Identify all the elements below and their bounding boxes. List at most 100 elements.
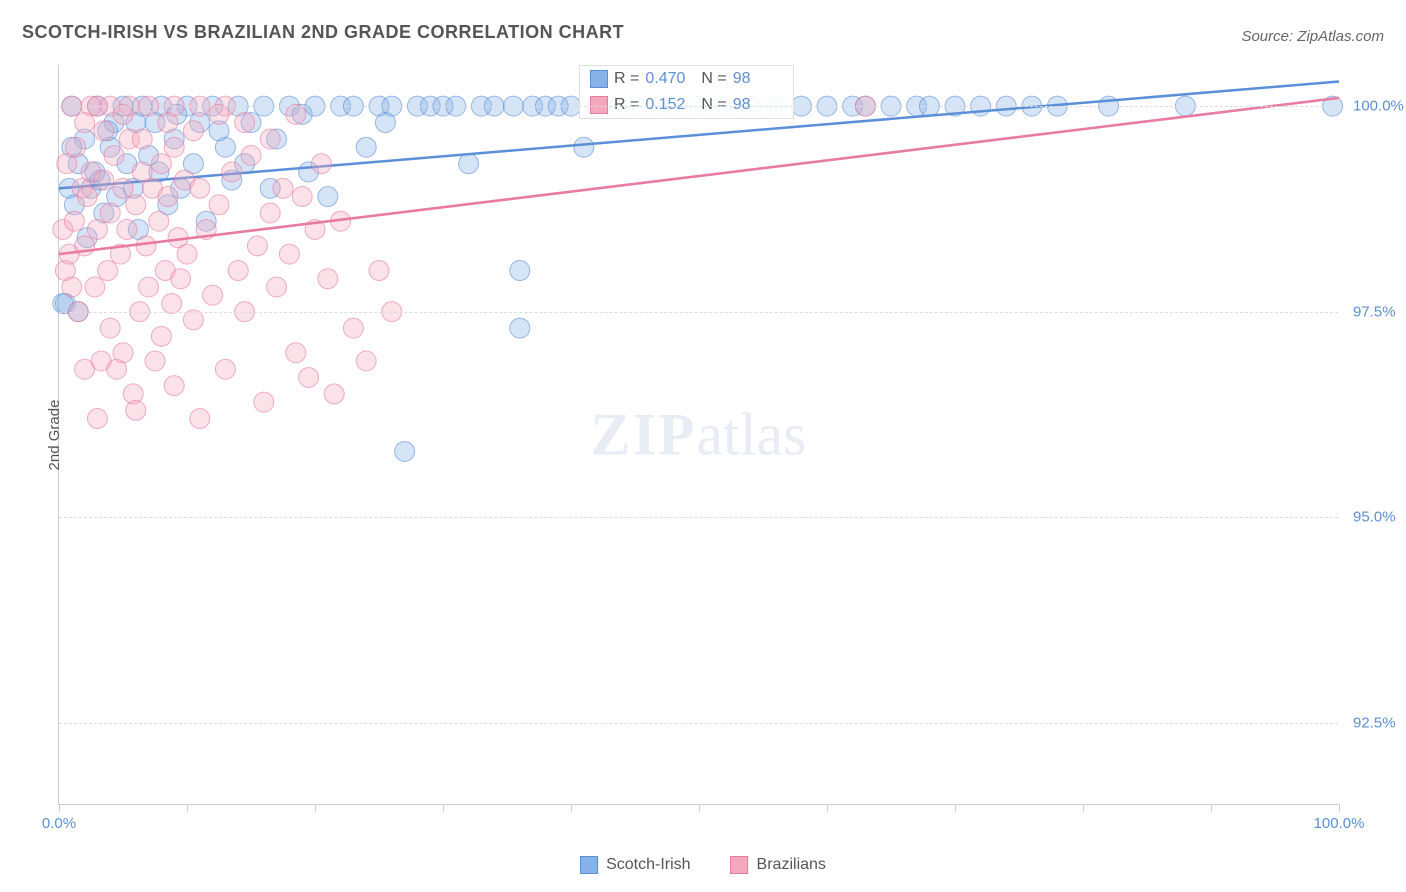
data-point <box>286 104 306 124</box>
data-point <box>75 113 95 133</box>
data-point <box>113 343 133 363</box>
x-tick <box>315 804 316 812</box>
data-point <box>126 400 146 420</box>
data-point <box>139 277 159 297</box>
data-point <box>151 326 171 346</box>
data-point <box>343 318 363 338</box>
gridline-h <box>59 723 1338 724</box>
data-point <box>574 137 594 157</box>
data-point <box>100 318 120 338</box>
chart-title: SCOTCH-IRISH VS BRAZILIAN 2ND GRADE CORR… <box>22 22 624 43</box>
plot-area: 2nd Grade ZIPatlas R =0.470N =98R =0.152… <box>58 65 1338 805</box>
data-point <box>267 277 287 297</box>
swatch-icon <box>590 70 608 88</box>
data-point <box>113 178 133 198</box>
y-tick-label: 97.5% <box>1353 303 1396 320</box>
data-point <box>292 187 312 207</box>
source-label: Source: ZipAtlas.com <box>1241 28 1384 45</box>
r-label: R = <box>614 70 639 88</box>
r-label: R = <box>614 96 639 114</box>
data-point <box>311 154 331 174</box>
y-tick-label: 100.0% <box>1353 98 1404 115</box>
data-point <box>149 211 169 231</box>
data-point <box>299 367 319 387</box>
data-point <box>162 293 182 313</box>
data-point <box>190 178 210 198</box>
data-point <box>164 137 184 157</box>
data-point <box>510 318 530 338</box>
legend-item: Scotch-Irish <box>580 856 690 874</box>
data-point <box>64 211 84 231</box>
x-tick <box>1083 804 1084 812</box>
data-point <box>158 187 178 207</box>
gridline-h <box>59 106 1338 107</box>
stats-row: R =0.152N =98 <box>580 92 793 118</box>
swatch-icon <box>580 856 598 874</box>
r-value: 0.470 <box>645 70 695 88</box>
legend: Scotch-Irish Brazilians <box>580 856 826 874</box>
legend-item: Brazilians <box>731 856 826 874</box>
data-point <box>151 154 171 174</box>
data-point <box>164 376 184 396</box>
data-point <box>273 178 293 198</box>
data-point <box>375 113 395 133</box>
data-point <box>177 244 197 264</box>
data-point <box>85 277 105 297</box>
x-tick <box>1211 804 1212 812</box>
data-point <box>222 162 242 182</box>
stats-box: R =0.470N =98R =0.152N =98 <box>579 65 794 119</box>
data-point <box>209 104 229 124</box>
data-point <box>132 129 152 149</box>
data-point <box>190 409 210 429</box>
swatch-icon <box>590 96 608 114</box>
x-tick <box>59 804 60 812</box>
data-point <box>228 261 248 281</box>
gridline-h <box>59 312 1338 313</box>
data-point <box>215 359 235 379</box>
data-point <box>395 441 415 461</box>
x-tick <box>1339 804 1340 812</box>
data-point <box>171 269 191 289</box>
data-point <box>318 187 338 207</box>
data-point <box>241 145 261 165</box>
data-point <box>94 170 114 190</box>
x-tick-label: 100.0% <box>1314 815 1365 832</box>
data-point <box>254 392 274 412</box>
data-point <box>87 219 107 239</box>
chart-container: SCOTCH-IRISH VS BRAZILIAN 2ND GRADE CORR… <box>0 0 1406 892</box>
data-point <box>145 351 165 371</box>
data-point <box>356 137 376 157</box>
data-point <box>77 187 97 207</box>
data-point <box>158 113 178 133</box>
legend-label: Scotch-Irish <box>606 856 690 874</box>
n-value: 98 <box>733 70 783 88</box>
x-tick-label: 0.0% <box>42 815 76 832</box>
plot-svg <box>59 65 1338 804</box>
data-point <box>94 121 114 141</box>
x-tick <box>443 804 444 812</box>
x-tick <box>827 804 828 812</box>
data-point <box>113 104 133 124</box>
r-value: 0.152 <box>645 96 695 114</box>
data-point <box>183 121 203 141</box>
data-point <box>279 244 299 264</box>
data-point <box>126 195 146 215</box>
data-point <box>247 236 267 256</box>
data-point <box>98 261 118 281</box>
data-point <box>87 409 107 429</box>
n-label: N = <box>701 70 726 88</box>
x-tick <box>187 804 188 812</box>
data-point <box>183 310 203 330</box>
data-point <box>356 351 376 371</box>
swatch-icon <box>731 856 749 874</box>
y-tick-label: 95.0% <box>1353 509 1396 526</box>
legend-label: Brazilians <box>757 856 826 874</box>
x-tick <box>955 804 956 812</box>
data-point <box>510 261 530 281</box>
data-point <box>459 154 479 174</box>
data-point <box>369 261 389 281</box>
data-point <box>136 236 156 256</box>
data-point <box>209 195 229 215</box>
data-point <box>117 219 137 239</box>
data-point <box>260 129 280 149</box>
